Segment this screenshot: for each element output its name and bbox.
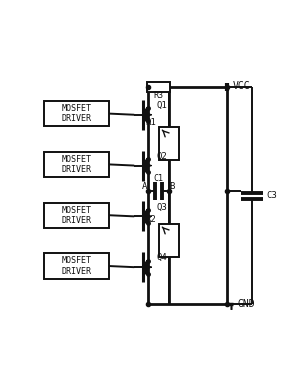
Text: MOSFET
DRIVER: MOSFET DRIVER bbox=[61, 256, 91, 276]
Text: Q3: Q3 bbox=[156, 203, 167, 212]
Bar bbox=[159, 224, 179, 257]
Text: MOSFET
DRIVER: MOSFET DRIVER bbox=[61, 104, 91, 123]
Text: R3: R3 bbox=[153, 91, 164, 100]
Text: C3: C3 bbox=[267, 191, 277, 200]
Text: A: A bbox=[142, 182, 147, 191]
Text: B: B bbox=[170, 182, 175, 191]
Text: Q1: Q1 bbox=[156, 101, 167, 110]
Bar bbox=[44, 253, 109, 279]
Text: MOSFET
DRIVER: MOSFET DRIVER bbox=[61, 206, 91, 225]
Text: VCC: VCC bbox=[232, 81, 250, 91]
Bar bbox=[159, 127, 179, 160]
Bar bbox=[148, 82, 170, 92]
Text: MOSFET
DRIVER: MOSFET DRIVER bbox=[61, 155, 91, 174]
Text: R1: R1 bbox=[145, 118, 156, 127]
Text: Q2: Q2 bbox=[156, 152, 167, 161]
Text: Q4: Q4 bbox=[156, 253, 167, 263]
Text: R2: R2 bbox=[145, 215, 156, 224]
Text: C1: C1 bbox=[153, 174, 164, 183]
Text: GND: GND bbox=[237, 299, 255, 309]
Bar bbox=[44, 101, 109, 126]
Bar bbox=[44, 152, 109, 177]
Bar bbox=[44, 203, 109, 228]
